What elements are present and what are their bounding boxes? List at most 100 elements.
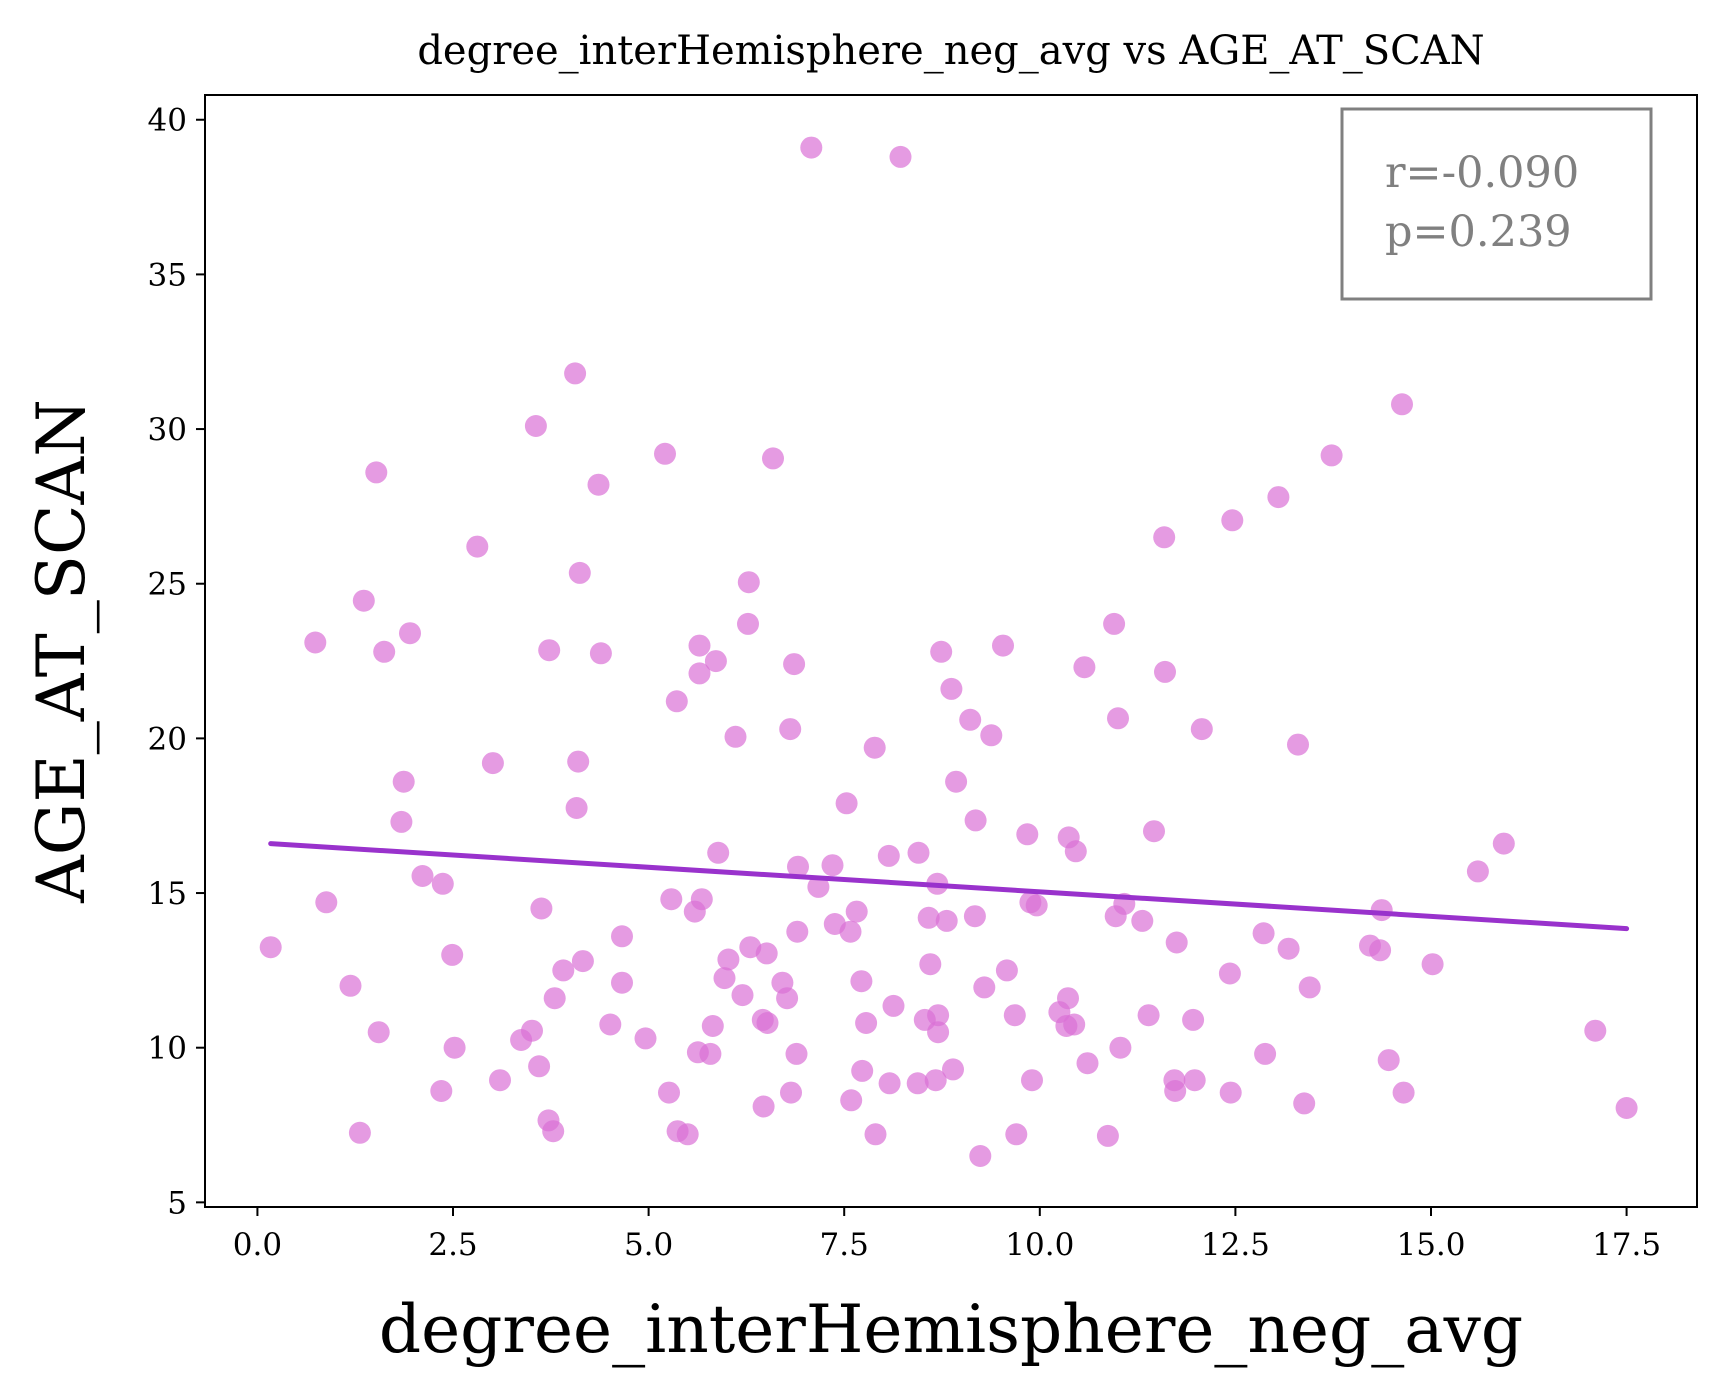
fit-line-layer — [268, 841, 1630, 932]
data-point — [807, 875, 830, 898]
data-point — [259, 936, 282, 959]
data-point — [863, 736, 886, 759]
p-value-text: p=0.239 — [1385, 207, 1572, 257]
data-point — [658, 1081, 680, 1104]
y-tick-label: 25 — [148, 567, 187, 603]
data-point — [850, 970, 873, 993]
data-point — [524, 415, 547, 437]
data-point — [924, 1069, 947, 1092]
data-point — [430, 1080, 453, 1102]
x-tick-label: 12.5 — [1201, 1227, 1270, 1263]
data-point — [441, 943, 464, 966]
y-tick-label: 30 — [148, 412, 187, 448]
data-point — [1320, 444, 1343, 467]
data-point — [1025, 894, 1048, 917]
data-point — [840, 1089, 863, 1112]
data-point — [878, 1072, 901, 1095]
data-point — [466, 535, 489, 558]
data-point — [1164, 1080, 1187, 1102]
y-tick-label: 15 — [148, 876, 187, 912]
data-point — [690, 888, 713, 911]
data-point — [1466, 860, 1489, 883]
data-point — [945, 770, 968, 793]
data-point — [1153, 526, 1176, 549]
data-point — [783, 653, 806, 676]
data-point — [980, 724, 1003, 747]
data-point — [992, 634, 1014, 657]
data-point — [1005, 1123, 1028, 1146]
data-point — [1103, 612, 1126, 635]
data-point — [877, 844, 900, 867]
data-point — [973, 976, 996, 999]
data-point — [367, 1021, 390, 1044]
data-point — [688, 662, 711, 685]
data-point — [1252, 922, 1275, 945]
y-axis-ticks: 5 10 15 20 25 30 35 40 — [148, 103, 205, 1221]
data-point — [756, 1012, 779, 1034]
data-point — [1370, 899, 1393, 922]
data-point — [1391, 393, 1413, 416]
data-point — [1287, 733, 1309, 756]
data-point — [315, 891, 338, 914]
data-point — [304, 631, 327, 654]
data-point — [611, 925, 633, 948]
data-point — [373, 640, 396, 663]
data-point — [1073, 656, 1096, 679]
data-point — [737, 612, 759, 635]
data-point — [1076, 1052, 1099, 1075]
stats-annotation: r=-0.090 p=0.239 — [1340, 107, 1653, 301]
x-tick-label: 7.5 — [820, 1227, 869, 1263]
data-point — [352, 589, 375, 612]
data-point — [935, 909, 958, 932]
data-point — [654, 442, 676, 465]
data-point — [365, 461, 388, 484]
data-point — [707, 841, 730, 864]
data-point — [1267, 486, 1290, 509]
y-tick-label: 10 — [148, 1031, 187, 1067]
data-point — [731, 984, 754, 1007]
data-point — [1293, 1092, 1316, 1115]
data-point — [1182, 1008, 1205, 1031]
x-axis-label: degree_interHemisphere_neg_avg — [379, 1291, 1523, 1368]
x-tick-label: 5.0 — [624, 1227, 673, 1263]
data-point — [1190, 718, 1213, 741]
x-tick-label: 0.0 — [233, 1227, 282, 1263]
data-point — [348, 1121, 371, 1144]
data-point — [542, 1120, 565, 1143]
data-point — [1183, 1069, 1206, 1092]
data-point — [821, 854, 844, 877]
data-point — [568, 561, 591, 584]
y-tick-label: 20 — [148, 721, 187, 757]
data-point — [1063, 1013, 1086, 1036]
data-point — [800, 136, 823, 159]
data-point — [717, 948, 740, 971]
data-point — [1584, 1019, 1607, 1042]
data-point — [1221, 509, 1244, 532]
data-point — [779, 718, 802, 741]
data-point — [919, 953, 942, 976]
data-point — [589, 642, 612, 665]
regression-line — [268, 841, 1630, 932]
data-point — [611, 971, 633, 994]
data-point — [1218, 962, 1241, 985]
plot-area-frame — [204, 94, 1698, 1208]
data-point — [571, 950, 594, 973]
data-point — [889, 145, 912, 168]
data-point — [481, 752, 504, 775]
data-point — [1377, 1049, 1400, 1072]
data-point — [964, 809, 987, 832]
data-point — [1064, 840, 1087, 863]
x-axis-ticks: 0.0 2.5 5.0 7.5 10.0 12.5 15.0 17.5 — [233, 1207, 1661, 1263]
data-point — [969, 1145, 992, 1167]
data-point — [543, 987, 566, 1010]
y-tick-label: 5 — [167, 1185, 187, 1221]
data-point — [443, 1036, 466, 1059]
data-point — [835, 792, 858, 815]
data-point — [1021, 1069, 1043, 1092]
data-point — [390, 810, 413, 833]
data-point — [676, 1123, 699, 1146]
data-point — [411, 865, 434, 887]
y-tick-label: 40 — [148, 103, 187, 139]
data-point — [917, 906, 940, 929]
